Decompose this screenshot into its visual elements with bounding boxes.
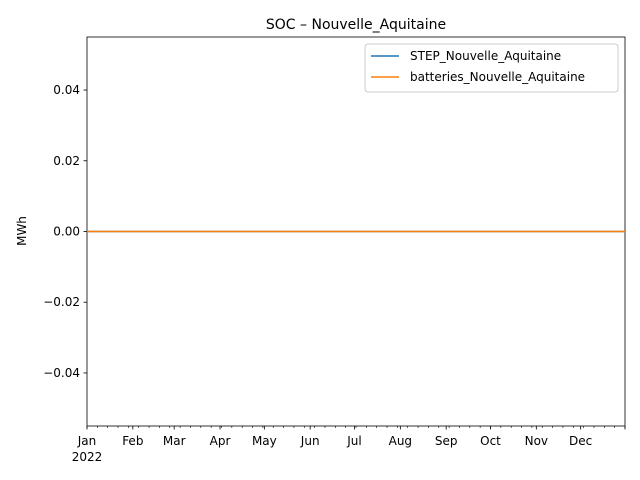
legend-box (364, 43, 619, 93)
x-tick-label: Nov (525, 434, 548, 448)
y-tick-label: −0.04 (43, 366, 80, 380)
x-tick-label: Dec (569, 434, 592, 448)
chart-title: SOC – Nouvelle_Aquitaine (266, 17, 446, 33)
x-year-label: 2022 (72, 450, 103, 464)
y-tick-label: −0.02 (43, 295, 80, 309)
axes: −0.04 −0.02 0.00 0.02 0.04 Jan Feb Mar Apr May Jun… (43, 83, 626, 464)
y-axis-label: MWh (15, 216, 29, 246)
x-tick-label: Feb (122, 434, 143, 448)
x-tick-label: Sep (435, 434, 458, 448)
x-tick-label: Oct (480, 434, 501, 448)
x-tick-label: May (252, 434, 277, 448)
y-tick-label: 0.00 (53, 225, 80, 239)
x-tick-label: Jul (346, 434, 361, 448)
x-tick-label: Aug (389, 434, 412, 448)
x-tick-label: Mar (163, 434, 186, 448)
y-tick-label: 0.04 (53, 83, 80, 97)
x-tick-label: Apr (210, 434, 231, 448)
x-tick-label: Jan (77, 434, 97, 448)
legend-label-1: batteries_Nouvelle_Aquitaine (410, 70, 585, 84)
y-tick-label: 0.02 (53, 154, 80, 168)
legend-label-0: STEP_Nouvelle_Aquitaine (410, 49, 561, 63)
x-tick-label: Jun (300, 434, 320, 448)
legend: STEP_Nouvelle_Aquitaine batteries_Nouvell… (364, 43, 619, 93)
